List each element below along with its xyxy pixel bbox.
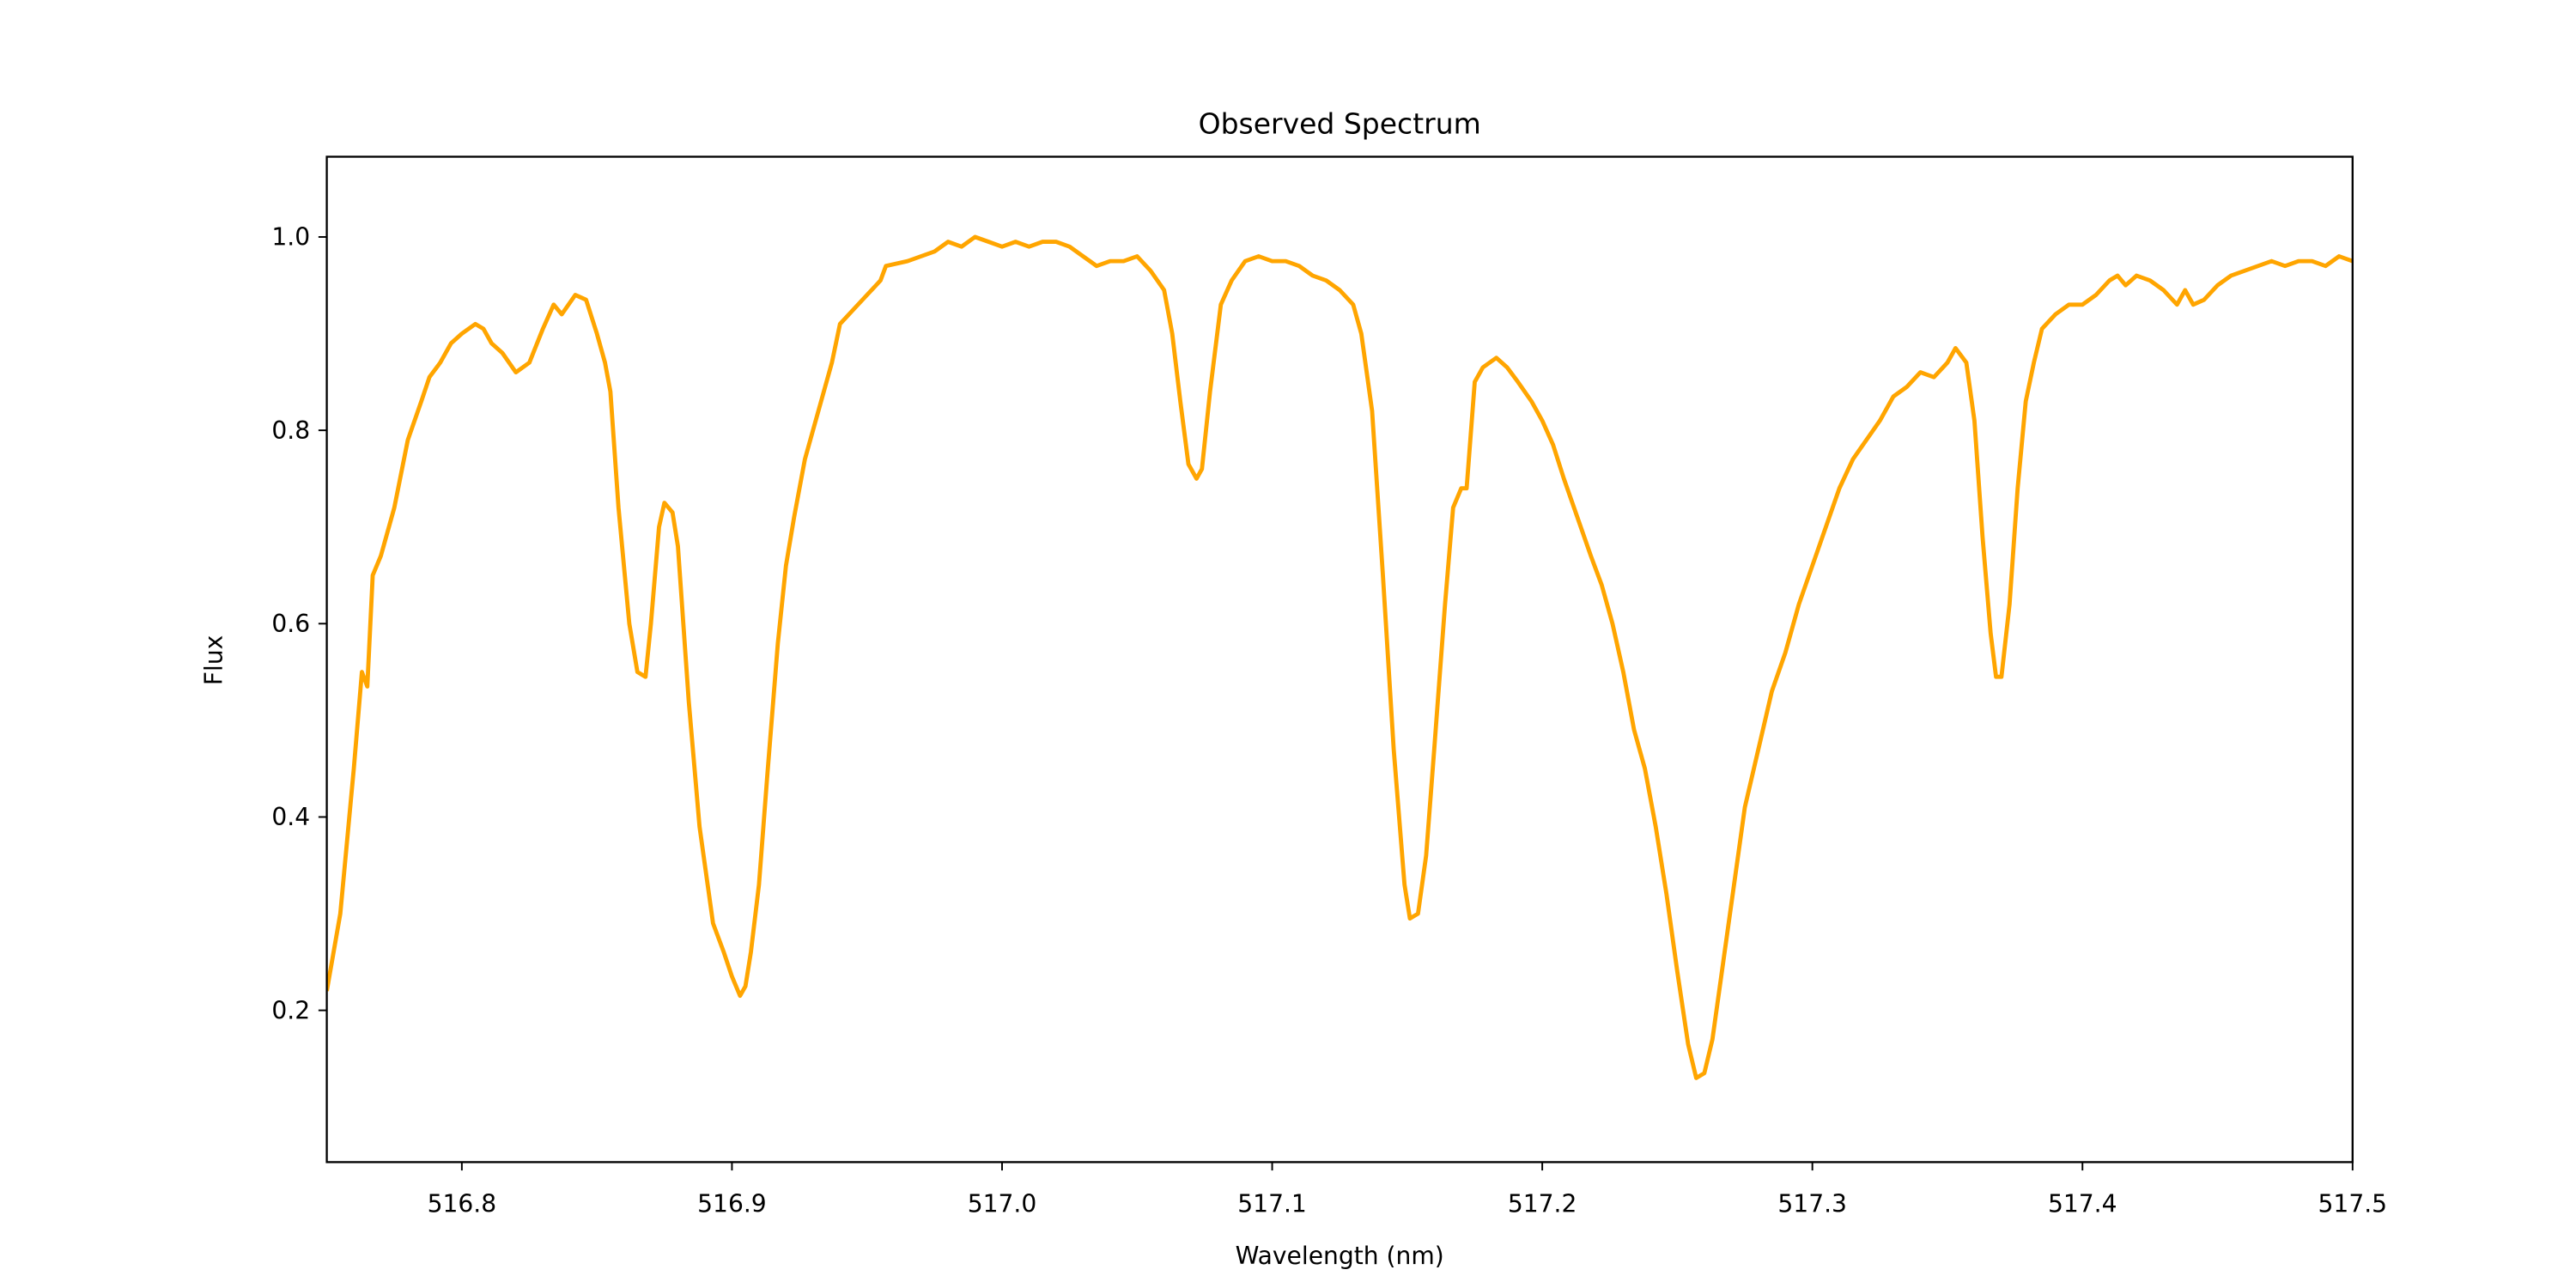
x-tick-label: 517.3 [1777,1190,1847,1218]
x-tick-label: 517.2 [1508,1190,1577,1218]
x-tick-label: 517.0 [968,1190,1037,1218]
y-tick-label: 0.4 [271,803,310,831]
y-tick-label: 0.8 [271,416,310,445]
y-tick-label: 0.6 [271,610,310,638]
x-tick-label: 517.4 [2048,1190,2117,1218]
x-tick-label: 516.9 [697,1190,767,1218]
x-tick-label: 516.8 [428,1190,497,1218]
x-tick-label: 517.5 [2318,1190,2388,1218]
spectrum-line [326,234,2353,1080]
y-tick-label: 1.0 [271,223,310,252]
chart-title: Observed Spectrum [1199,106,1481,140]
plot-frame [325,155,2354,1163]
y-axis-label: Flux [199,635,228,686]
x-axis-label: Wavelength (nm) [1236,1242,1444,1270]
y-tick-label: 0.2 [271,996,310,1024]
x-tick-label: 517.1 [1237,1190,1307,1218]
